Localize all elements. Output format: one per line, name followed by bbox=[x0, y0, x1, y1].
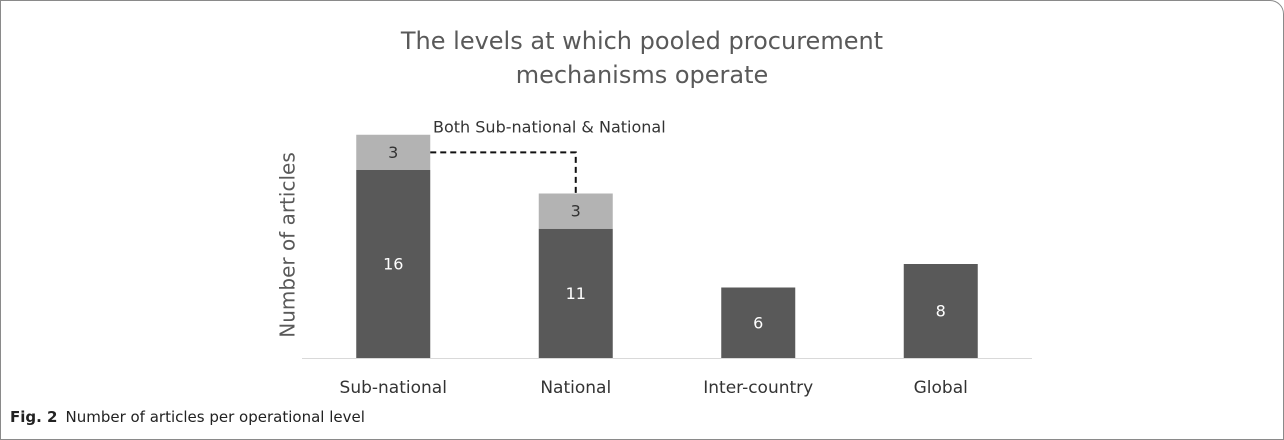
value-label: 8 bbox=[936, 302, 946, 321]
caption: Fig. 2 Number of articles per operational… bbox=[10, 408, 365, 426]
bar-segment bbox=[356, 134, 431, 170]
value-label: 3 bbox=[388, 143, 398, 162]
bar-segment bbox=[721, 287, 796, 358]
connector bbox=[430, 151, 577, 194]
annotation: Both Sub-national & National bbox=[433, 118, 666, 137]
value-label: 3 bbox=[571, 202, 581, 221]
caption-label: Fig. 2 bbox=[10, 408, 58, 426]
caption-text: Number of articles per operational level bbox=[65, 408, 365, 426]
x-tick-label: Inter-country bbox=[703, 378, 813, 398]
value-label: 16 bbox=[383, 255, 403, 274]
x-tick-label: National bbox=[540, 378, 611, 398]
x-tick-label: Global bbox=[914, 378, 968, 398]
x-tick-label: Sub-national bbox=[340, 378, 447, 398]
bar-segment bbox=[538, 228, 613, 358]
bar-segment bbox=[903, 264, 978, 358]
bar-segment bbox=[356, 170, 431, 358]
value-label: 11 bbox=[566, 284, 586, 303]
value-label: 6 bbox=[753, 313, 763, 332]
bar-segment bbox=[538, 193, 613, 229]
y-axis-label: Number of articles bbox=[276, 152, 300, 338]
chart-title: The levels at which pooled procurement m… bbox=[400, 27, 884, 89]
